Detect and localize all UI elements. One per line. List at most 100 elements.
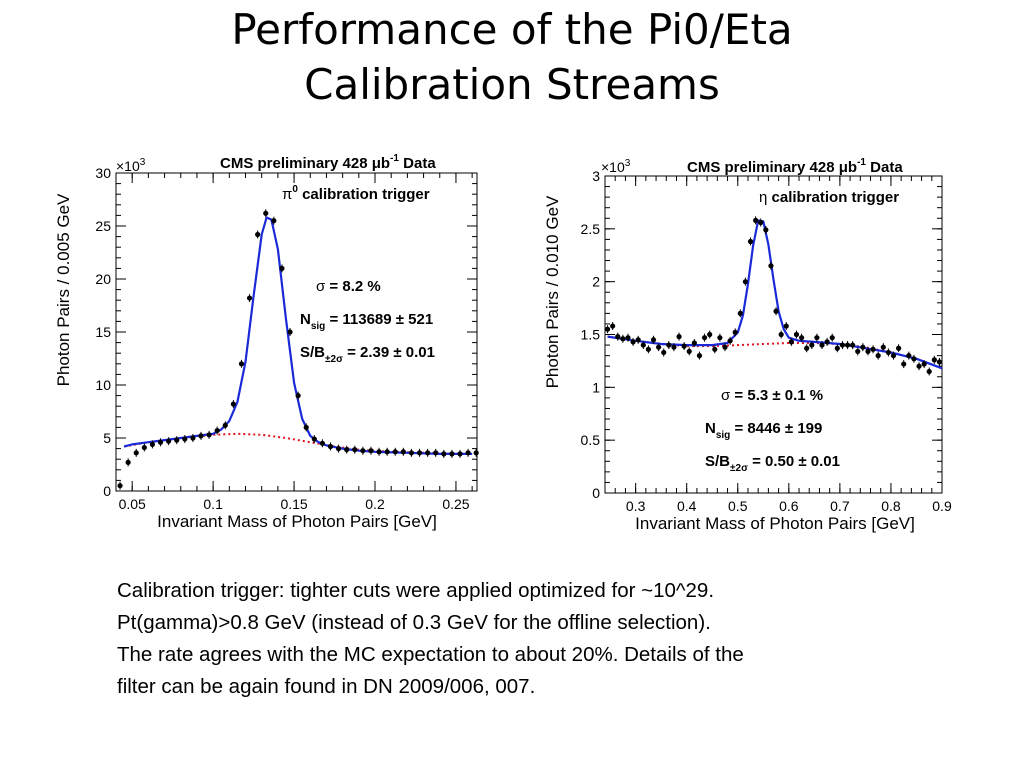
- data-point: [311, 436, 317, 442]
- y-tick-label: 0.5: [581, 432, 601, 448]
- data-point: [732, 329, 738, 335]
- data-point: [174, 437, 180, 443]
- data-point: [890, 353, 897, 359]
- x-axis-label: Invariant Mass of Photon Pairs [GeV]: [635, 514, 915, 533]
- x-tick-label: 0.5: [728, 498, 748, 514]
- data-point: [829, 335, 835, 341]
- data-point: [238, 361, 245, 367]
- y-tick-label: 15: [95, 324, 111, 340]
- data-point: [604, 326, 611, 332]
- data-point: [166, 438, 172, 444]
- y-tick-label: 5: [103, 430, 111, 446]
- data-point: [449, 451, 455, 457]
- data-point: [656, 344, 662, 350]
- y-tick-label: 1.5: [581, 327, 601, 343]
- data-point: [870, 346, 876, 352]
- data-point: [360, 448, 366, 454]
- plot-header: CMS preliminary 428 μb-1 Data: [220, 153, 436, 172]
- trigger-label: η calibration trigger: [759, 189, 899, 206]
- data-point: [117, 483, 123, 489]
- data-point: [819, 342, 825, 348]
- y-tick-label: 2: [592, 274, 600, 290]
- data-point: [182, 436, 188, 442]
- data-point: [610, 323, 616, 329]
- x-tick-label: 0.1: [203, 496, 223, 512]
- data-point: [814, 335, 820, 341]
- data-point: [855, 348, 861, 355]
- slide-title: Performance of the Pi0/Eta Calibration S…: [0, 2, 1024, 112]
- data-point: [392, 449, 398, 455]
- y-tick-label: 3: [592, 168, 600, 184]
- data-point: [473, 450, 479, 456]
- data-point: [798, 335, 805, 341]
- slide-title-line: Calibration Streams: [304, 60, 720, 109]
- data-point: [742, 279, 749, 285]
- body-text-line: Calibration trigger: tighter cuts were a…: [117, 579, 715, 602]
- data-point: [384, 449, 390, 455]
- data-point: [416, 450, 423, 456]
- data-point: [809, 342, 815, 348]
- data-point: [620, 336, 626, 342]
- data-point: [149, 441, 156, 447]
- data-point: [885, 349, 891, 356]
- data-point: [666, 342, 672, 348]
- data-point: [788, 339, 794, 345]
- data-point: [691, 340, 697, 346]
- data-point: [793, 331, 800, 338]
- data-point: [860, 344, 866, 350]
- sigma-annotation: σ = 5.3 ± 0.1 %: [721, 387, 823, 404]
- data-point: [865, 348, 871, 355]
- data-point: [630, 339, 636, 345]
- data-point: [824, 339, 830, 345]
- data-point: [198, 433, 204, 439]
- data-point: [303, 424, 309, 430]
- data-point: [190, 435, 196, 441]
- data-point: [778, 331, 784, 338]
- data-point: [157, 439, 164, 445]
- x-tick-label: 0.25: [442, 496, 469, 512]
- data-point: [635, 337, 641, 343]
- data-point: [707, 331, 713, 338]
- data-point: [763, 227, 769, 233]
- data-point: [681, 343, 687, 349]
- x-tick-label: 0.6: [779, 498, 799, 514]
- data-point: [661, 349, 667, 356]
- data-point: [676, 334, 682, 340]
- data-point: [230, 401, 236, 407]
- trigger-label: π0 calibration trigger: [282, 184, 430, 203]
- data-point: [921, 361, 927, 367]
- data-point: [214, 427, 220, 434]
- data-point: [376, 449, 382, 455]
- data-point: [737, 310, 743, 316]
- axis-multiplier: ×103: [116, 157, 146, 174]
- data-point: [712, 346, 718, 352]
- signal-fit-curve: [123, 216, 473, 455]
- data-point: [834, 345, 840, 351]
- y-tick-label: 20: [95, 271, 111, 287]
- x-tick-label: 0.3: [626, 498, 646, 514]
- data-point: [408, 450, 415, 456]
- plot-frame: [604, 175, 943, 494]
- data-point: [936, 359, 943, 365]
- data-point: [368, 448, 374, 454]
- nsig-annotation: Nsig = 8446 ± 199: [705, 420, 822, 441]
- data-point: [650, 337, 657, 343]
- data-point: [804, 345, 810, 351]
- data-point: [906, 353, 912, 359]
- data-point: [844, 342, 851, 348]
- x-tick-label: 0.2: [365, 496, 385, 512]
- slide-title-line: Performance of the Pi0/Eta: [231, 5, 793, 54]
- y-tick-label: 2.5: [581, 221, 601, 237]
- data-point: [615, 334, 621, 340]
- x-tick-label: 0.9: [932, 498, 952, 514]
- data-point: [287, 329, 293, 335]
- data-point: [701, 335, 708, 341]
- data-point: [783, 323, 789, 329]
- x-tick-label: 0.4: [677, 498, 697, 514]
- x-tick-label: 0.8: [881, 498, 901, 514]
- data-point: [141, 444, 147, 451]
- data-point: [295, 393, 301, 399]
- body-text-line: Pt(gamma)>0.8 GeV (instead of 0.3 GeV fo…: [117, 611, 711, 634]
- data-point: [926, 368, 932, 375]
